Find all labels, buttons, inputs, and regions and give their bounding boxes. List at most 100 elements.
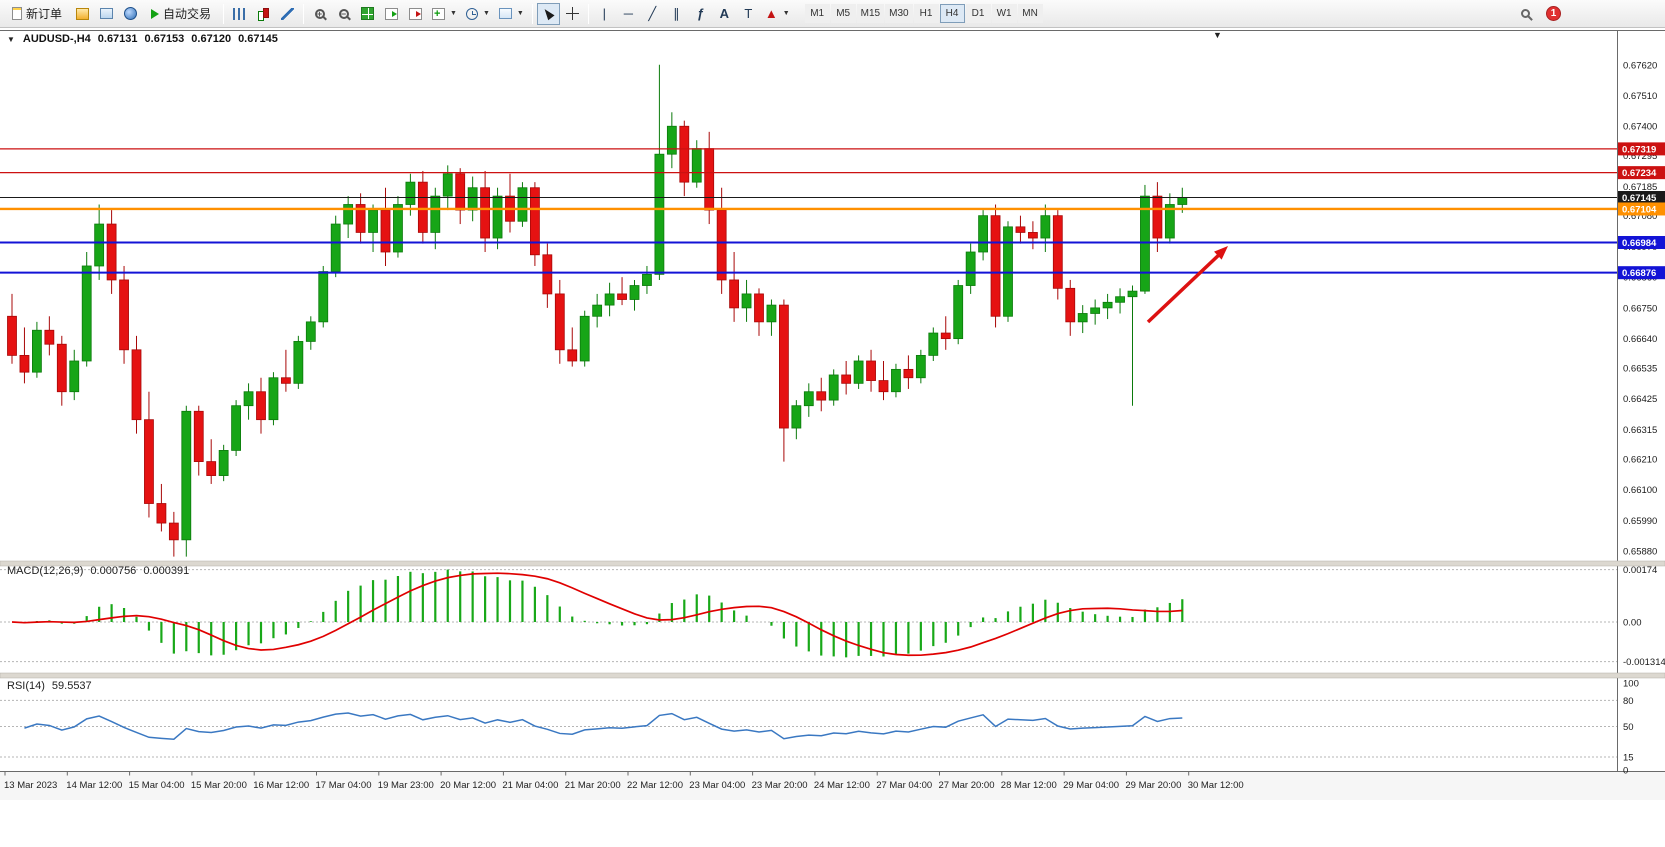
candle	[94, 223, 105, 267]
chart-background	[0, 28, 1665, 847]
profile-icon	[76, 7, 90, 20]
candle	[1140, 195, 1150, 292]
candle	[7, 315, 17, 356]
bar-chart-mode-button[interactable]	[228, 3, 251, 25]
candle	[567, 349, 578, 362]
auto-scroll-button[interactable]	[380, 3, 403, 25]
chart-menu-arrow-icon[interactable]: ▼	[1213, 30, 1222, 40]
zoom-out-button[interactable]	[332, 3, 355, 25]
channel-tool-button[interactable]: ∥	[665, 3, 688, 25]
candle	[405, 181, 416, 205]
candle	[779, 304, 789, 429]
timeframe-button-m15[interactable]: M15	[856, 4, 885, 23]
svg-text:0.67295: 0.67295	[1623, 151, 1657, 162]
candle	[380, 209, 391, 253]
chart-window[interactable]: 0.67620 0.67510 0.67400 0.67295 0.67185 0.670…	[0, 28, 1665, 847]
new-order-button[interactable]: 新订单	[4, 3, 70, 25]
svg-text:30 Mar 12:00: 30 Mar 12:00	[1188, 780, 1244, 791]
label-tool-button[interactable]: T	[737, 3, 760, 25]
svg-text:0.67185: 0.67185	[1623, 182, 1657, 193]
candle	[691, 148, 702, 183]
panel-splitter[interactable]	[0, 560, 1665, 567]
candle	[1152, 195, 1163, 239]
time-axis: 13 Mar 2023 14 Mar 12:00 15 Mar 04:00 15 Ma…	[4, 771, 1244, 791]
svg-text:100: 100	[1623, 679, 1639, 690]
autotrade-button[interactable]: 自动交易	[143, 3, 219, 25]
candlestick-mode-button[interactable]	[252, 3, 275, 25]
trendline-tool-button[interactable]: ╱	[641, 3, 664, 25]
timeframe-button-h1[interactable]: H1	[913, 4, 939, 23]
notification-badge[interactable]: 1	[1546, 6, 1561, 21]
macd-signal-line	[11, 572, 1183, 657]
horizontal-line-tool-button[interactable]: ─	[617, 3, 640, 25]
chart-shift-button[interactable]	[404, 3, 427, 25]
macd-panel: 0.00174 0.00 -0.001314	[0, 565, 1665, 668]
candle	[679, 125, 690, 183]
navigator-button[interactable]	[119, 3, 142, 25]
vertical-line-icon: |	[602, 6, 607, 21]
tile-windows-button[interactable]	[356, 3, 379, 25]
chevron-down-icon: ▼	[482, 10, 490, 17]
vertical-line-tool-button[interactable]: |	[593, 3, 616, 25]
timeframe-toolbar: M1 M5 M15 M30 H1 H4 D1 W1 MN	[804, 4, 1043, 23]
main-toolbar: 新订单 自动交易 ▼ ▼ ▼ | ─ ╱ ∥ ƒ A T ▲▼ M1M5M15M…	[0, 0, 1665, 28]
bar-chart-icon	[233, 7, 247, 20]
svg-text:22 Mar 12:00: 22 Mar 12:00	[627, 780, 683, 791]
svg-text:21 Mar 04:00: 21 Mar 04:00	[502, 780, 558, 791]
market-watch-button[interactable]	[95, 3, 118, 25]
shapes-tool-button[interactable]: ▲ ▼	[761, 3, 794, 25]
timeframe-button-m5[interactable]: M5	[830, 4, 856, 23]
candle	[1127, 290, 1138, 298]
svg-text:15: 15	[1623, 752, 1634, 763]
svg-text:0.66984: 0.66984	[1622, 238, 1657, 249]
indicators-button[interactable]: ▼	[428, 3, 461, 25]
svg-text:0.65880: 0.65880	[1623, 547, 1657, 558]
line-chart-mode-button[interactable]	[276, 3, 299, 25]
candle	[44, 329, 55, 345]
timeframe-button-h4[interactable]: H4	[939, 4, 965, 23]
trend-arrow-object[interactable]	[1146, 246, 1228, 324]
toolbar-right-group: 1	[1514, 3, 1561, 25]
candle	[69, 360, 80, 393]
chart-profile-button[interactable]	[71, 3, 94, 25]
candle	[542, 254, 553, 295]
rsi-panel: 100 80 50 15 0	[0, 679, 1639, 777]
cursor-tool-button[interactable]	[536, 2, 560, 25]
candle	[318, 271, 329, 323]
toolbar-separator	[531, 3, 533, 24]
chart-canvas[interactable]: 0.67620 0.67510 0.67400 0.67295 0.67185 0.670…	[0, 28, 1665, 847]
timeframe-button-d1[interactable]: D1	[965, 4, 991, 23]
candle	[1102, 301, 1113, 309]
templates-button[interactable]: ▼	[495, 3, 528, 25]
svg-text:0.00174: 0.00174	[1623, 565, 1657, 576]
tile-windows-icon	[361, 7, 375, 20]
crosshair-tool-button[interactable]	[561, 3, 584, 25]
candlestick-icon	[257, 7, 271, 21]
price-tag	[1618, 202, 1665, 216]
panel-splitter[interactable]	[0, 672, 1665, 679]
timeframe-button-m1[interactable]: M1	[804, 4, 830, 23]
candle	[791, 405, 802, 429]
fibonacci-tool-button[interactable]: ƒ	[689, 3, 712, 25]
svg-text:0: 0	[1623, 766, 1628, 777]
text-tool-button[interactable]: A	[713, 3, 736, 25]
chevron-down-icon: ▼	[450, 10, 457, 17]
svg-text:16 Mar 12:00: 16 Mar 12:00	[253, 780, 309, 791]
text-icon: A	[719, 6, 730, 21]
search-button[interactable]	[1514, 3, 1537, 25]
timeframe-button-w1[interactable]: W1	[991, 4, 1017, 23]
candle	[19, 354, 30, 373]
timeframe-button-mn[interactable]: MN	[1017, 4, 1043, 23]
svg-text:-0.001314: -0.001314	[1623, 657, 1665, 668]
candle	[554, 293, 565, 351]
toolbar-separator	[587, 3, 589, 24]
svg-text:13 Mar 2023: 13 Mar 2023	[4, 780, 57, 791]
periods-button[interactable]: ▼	[462, 3, 494, 25]
svg-text:0.66315: 0.66315	[1623, 425, 1657, 436]
candle	[816, 391, 827, 401]
candle	[417, 181, 428, 233]
candle	[828, 374, 839, 401]
svg-text:0.67104: 0.67104	[1622, 204, 1657, 215]
zoom-in-button[interactable]	[308, 3, 331, 25]
timeframe-button-m30[interactable]: M30	[885, 4, 913, 23]
